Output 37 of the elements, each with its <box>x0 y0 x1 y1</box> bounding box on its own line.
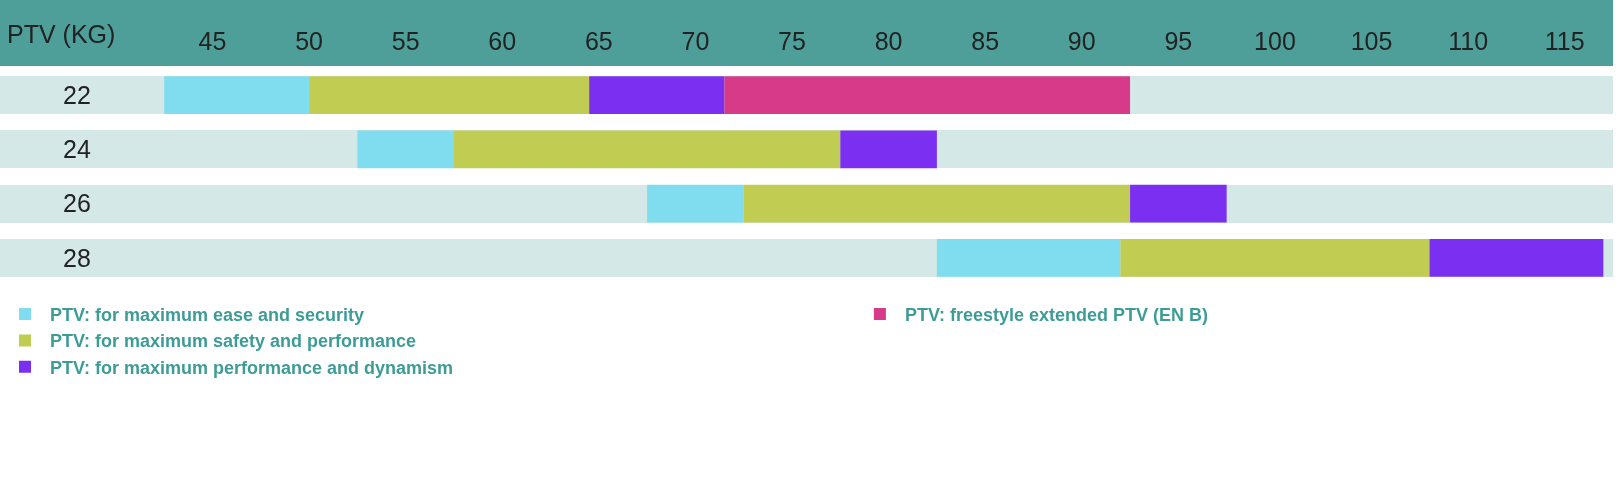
bar <box>1130 184 1227 223</box>
bar <box>840 130 937 169</box>
bar <box>743 184 1131 223</box>
x-tick-label: 65 <box>584 27 613 55</box>
bar <box>589 76 725 115</box>
legend-label: PTV: freestyle extended PTV (EN B) <box>904 305 1208 326</box>
bar <box>1429 238 1604 277</box>
x-tick-label: 85 <box>971 27 1000 55</box>
x-tick-label: 45 <box>198 27 227 55</box>
x-tick-label: 95 <box>1164 27 1193 55</box>
y-tick-label: 28 <box>63 243 91 272</box>
x-tick-label: 70 <box>681 27 710 55</box>
y-tick-label: 24 <box>63 135 91 164</box>
x-tick-label: 50 <box>295 27 323 55</box>
y-tick-label: 26 <box>63 189 91 218</box>
x-axis-title: PTV (KG) <box>7 20 116 48</box>
x-tick-label: 55 <box>391 27 420 55</box>
legend-label: PTV: for maximum safety and performance <box>50 331 417 352</box>
bar <box>357 130 454 169</box>
x-tick-label: 60 <box>488 27 517 55</box>
bar <box>453 130 841 169</box>
x-tick-label: 100 <box>1254 27 1296 55</box>
x-tick-label: 90 <box>1067 27 1096 55</box>
x-tick-label: 105 <box>1350 27 1393 55</box>
legend-label: PTV: for maximum ease and security <box>50 305 365 326</box>
bar <box>164 76 310 115</box>
bar <box>1120 238 1430 277</box>
x-tick-label: 115 <box>1544 27 1585 55</box>
bar <box>647 184 744 223</box>
x-tick-label: 75 <box>778 27 806 55</box>
bar <box>936 238 1121 277</box>
legend-label: PTV: for maximum performance and dynamism <box>50 357 454 378</box>
bar <box>309 76 590 115</box>
bar <box>724 76 1131 115</box>
x-tick-label: 80 <box>874 27 903 55</box>
y-tick-label: 22 <box>63 80 91 109</box>
x-tick-label: 110 <box>1448 27 1489 55</box>
